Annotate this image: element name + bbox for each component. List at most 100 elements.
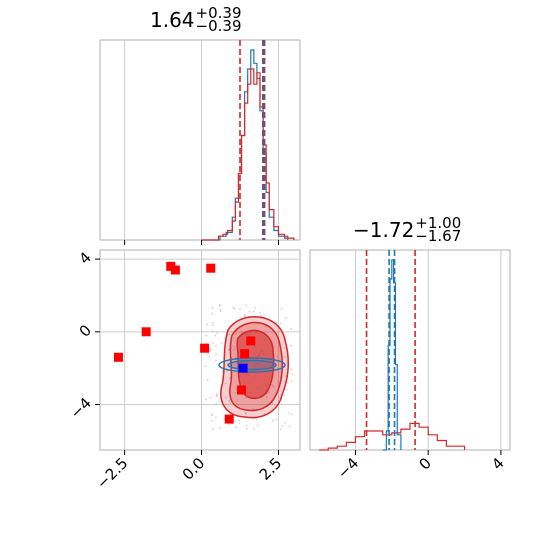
sample-dot (212, 342, 214, 345)
sample-dot (212, 427, 214, 430)
param2-xtick-label: 4 (488, 454, 507, 473)
contour-b-outer (218, 357, 286, 373)
sample-dot (260, 314, 263, 317)
sample-dot (225, 396, 227, 399)
sample-dot (290, 413, 293, 416)
sample-dot (279, 322, 282, 325)
hist-param2-model-b (382, 259, 402, 451)
sample-dot (205, 334, 208, 337)
sample-dot (277, 380, 280, 383)
scatter-point (237, 385, 247, 395)
sample-dot (281, 425, 284, 427)
scatter-point (113, 352, 123, 362)
sample-dot (211, 312, 214, 315)
scatter-point (246, 336, 256, 346)
sample-dot (204, 398, 207, 401)
panel-param1-hist-frame (99, 39, 301, 241)
sample-dot (280, 307, 283, 310)
sample-dot (208, 348, 211, 350)
sample-dot (279, 428, 282, 431)
sample-dot (214, 416, 217, 419)
sample-dot (244, 396, 247, 399)
sample-dot (216, 332, 219, 334)
sample-dot (233, 307, 236, 310)
param1-xtick-label: 2.5 (256, 454, 286, 484)
sample-dot (283, 394, 286, 397)
param2-title-plus: +1.00 (415, 213, 462, 232)
sample-dot (211, 321, 214, 324)
sample-dot (207, 352, 210, 355)
sample-dot (272, 385, 275, 388)
sample-dot (290, 344, 292, 347)
sample-dot (255, 418, 258, 421)
sample-dot (233, 348, 236, 351)
sample-dot (276, 355, 279, 358)
sample-dot (278, 396, 281, 399)
param2-title-value: −1.72 (353, 218, 415, 242)
panel-2d-density: −2.5 0.0 2.5 −4 0 4 (67, 248, 301, 493)
param1-xtick-label: 0.0 (179, 454, 209, 484)
sample-dot (259, 311, 262, 314)
sample-dot (246, 427, 248, 430)
sample-dot (214, 334, 217, 337)
sample-dot (219, 427, 222, 430)
sample-dot (211, 419, 214, 422)
sample-dot (217, 400, 220, 403)
sample-dot (248, 310, 251, 313)
sample-dot (235, 356, 237, 359)
sample-dot (229, 401, 232, 404)
param1-title-minus: −0.39 (195, 16, 242, 35)
sample-dot (288, 425, 291, 428)
sample-dot (227, 333, 230, 336)
sample-dot (263, 412, 266, 415)
sample-dot (263, 313, 266, 316)
hist-param1-model-a (201, 68, 295, 241)
sample-dot (211, 306, 214, 309)
sample-dot (275, 321, 278, 323)
param2-xtick-label: −4 (334, 454, 362, 482)
scatter-point (166, 261, 176, 271)
sample-dot (257, 424, 259, 427)
sample-dot (243, 313, 246, 316)
sample-dot (274, 418, 277, 421)
param1-title-value: 1.64 (150, 8, 195, 32)
sample-dot (216, 394, 218, 397)
sample-dot (228, 399, 231, 402)
sample-dot (290, 368, 293, 371)
sample-dot (228, 423, 230, 426)
param2-ytick-label: 4 (76, 248, 95, 267)
sample-dot (204, 364, 206, 367)
sample-dot (219, 304, 221, 307)
scatter-point (141, 327, 151, 337)
param2-ytick-label: −4 (67, 394, 95, 422)
sample-dot (208, 355, 211, 358)
sample-dot (286, 381, 289, 384)
sample-dot (211, 330, 214, 333)
sample-dot (235, 333, 237, 335)
scatter-point (200, 343, 210, 353)
sample-dot (219, 310, 222, 313)
sample-dot (285, 317, 287, 320)
contour-b-inner (227, 359, 277, 371)
sample-dot (252, 407, 255, 410)
sample-dot (224, 382, 227, 385)
scatter-point (170, 265, 180, 275)
sample-dot (245, 304, 248, 307)
sample-dot (214, 359, 217, 362)
scatter-point (240, 349, 250, 359)
sample-dot (243, 314, 246, 317)
param2-title: −1.72 +1.00 −1.67 (353, 213, 462, 245)
sample-dot (234, 420, 237, 423)
panel-param1-hist (99, 39, 301, 245)
sample-dot (271, 419, 274, 422)
sample-dot (219, 308, 222, 311)
sample-dot (239, 308, 242, 310)
true-value-marker (238, 363, 248, 373)
sample-dot (284, 375, 287, 377)
sample-dot (215, 403, 218, 406)
param2-title-minus: −1.67 (415, 226, 462, 245)
sample-dot (283, 356, 286, 358)
sample-dot (238, 419, 240, 422)
sample-dot (271, 384, 274, 386)
sample-dot (211, 414, 213, 417)
